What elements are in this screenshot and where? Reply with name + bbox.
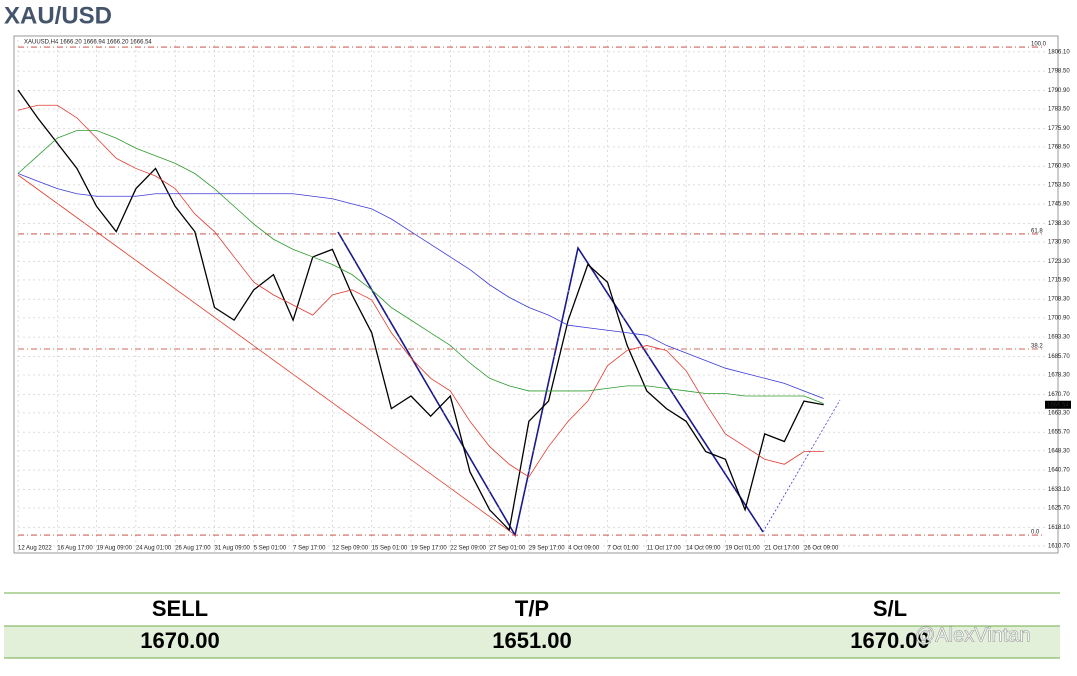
y-tick-label: 1640.70 — [1048, 468, 1070, 474]
x-tick-label: 14 Oct 09:00 — [686, 546, 721, 552]
y-tick-label: 1790.90 — [1048, 88, 1070, 94]
y-tick-label: 1655.70 — [1048, 430, 1070, 436]
x-tick-label: 7 Oct 01:00 — [608, 546, 640, 552]
x-tick-label: 4 Oct 09:00 — [568, 546, 600, 552]
x-tick-label: 5 Sep 01:00 — [254, 546, 287, 552]
y-tick-label: 1798.50 — [1048, 69, 1070, 75]
series-line — [17, 173, 824, 399]
y-tick-label: 1745.90 — [1048, 202, 1070, 208]
y-tick-label: 1723.30 — [1048, 259, 1070, 265]
support-line — [762, 399, 841, 533]
x-tick-label: 21 Oct 17:00 — [765, 546, 800, 552]
x-tick-label: 29 Sep 17:00 — [529, 546, 565, 552]
x-tick-label: 27 Sep 01:00 — [490, 546, 526, 552]
y-tick-label: 1685.70 — [1048, 354, 1070, 360]
x-tick-label: 24 Aug 01:00 — [136, 546, 172, 552]
fib-label: 100.0 — [1031, 42, 1047, 48]
chart-title: XAU/USD — [4, 2, 112, 29]
table-header: T/P — [515, 596, 549, 621]
watermark: @AlexVintan — [915, 624, 1031, 646]
y-tick-label: 1806.10 — [1048, 49, 1070, 55]
y-tick-label: 1648.30 — [1048, 448, 1070, 454]
series-line — [17, 89, 824, 532]
y-tick-label: 1760.90 — [1048, 164, 1070, 170]
y-tick-label: 1670.70 — [1048, 392, 1070, 398]
x-tick-label: 16 Aug 17:00 — [57, 546, 93, 552]
chart-frame — [13, 35, 1059, 554]
y-tick-label: 1610.70 — [1048, 544, 1070, 550]
y-tick-label: 1753.50 — [1048, 182, 1070, 188]
y-tick-label: 1768.50 — [1048, 145, 1070, 151]
x-tick-label: 12 Sep 09:00 — [332, 546, 368, 552]
table-cell: 1670.00 — [850, 628, 930, 653]
series-line — [17, 104, 824, 478]
y-tick-label: 1625.70 — [1048, 506, 1070, 512]
y-tick-label: 1775.90 — [1048, 126, 1070, 132]
y-tick-label: 1693.30 — [1048, 335, 1070, 341]
table-cell: 1670.00 — [140, 628, 220, 653]
y-tick-label: 1700.90 — [1048, 315, 1070, 321]
table-header: S/L — [873, 596, 907, 621]
y-tick-label: 1663.30 — [1048, 411, 1070, 417]
x-tick-label: 12 Aug 2022 — [18, 546, 52, 552]
chart-header: XAUUSD,H4 1666.20 1666.94 1666.20 1666.5… — [24, 40, 152, 46]
y-tick-label: 1730.90 — [1048, 240, 1070, 246]
table-row-bg — [4, 626, 1060, 658]
x-tick-label: 31 Aug 09:00 — [215, 546, 251, 552]
y-tick-label: 1633.10 — [1048, 487, 1070, 493]
channel-line — [17, 174, 516, 536]
x-tick-label: 19 Sep 17:00 — [411, 546, 447, 552]
fib-label: 61.8 — [1031, 229, 1043, 235]
y-tick-label: 1715.90 — [1048, 278, 1070, 284]
x-tick-label: 19 Oct 01:00 — [725, 546, 760, 552]
x-tick-label: 15 Sep 01:00 — [372, 546, 408, 552]
x-tick-label: 26 Aug 17:00 — [175, 546, 211, 552]
fib-label: 0.0 — [1031, 530, 1040, 536]
x-tick-label: 7 Sep 17:00 — [293, 546, 326, 552]
y-tick-label: 1738.30 — [1048, 221, 1070, 227]
zigzag — [337, 231, 764, 538]
fib-label: 38.2 — [1031, 344, 1043, 350]
y-tick-label: 1783.50 — [1048, 107, 1070, 113]
y-tick-label: 1708.30 — [1048, 297, 1070, 303]
price-tag — [1045, 400, 1071, 409]
price-label: 1666.54 — [1047, 402, 1069, 408]
x-tick-label: 26 Oct 09:00 — [804, 546, 839, 552]
x-tick-label: 22 Sep 09:00 — [450, 546, 486, 552]
table-header: SELL — [152, 596, 208, 621]
series-line — [17, 130, 824, 404]
y-tick-label: 1618.10 — [1048, 525, 1070, 531]
y-tick-label: 1678.30 — [1048, 373, 1070, 379]
x-tick-label: 19 Aug 09:00 — [97, 546, 133, 552]
x-tick-label: 11 Oct 17:00 — [647, 546, 682, 552]
table-cell: 1651.00 — [492, 628, 572, 653]
